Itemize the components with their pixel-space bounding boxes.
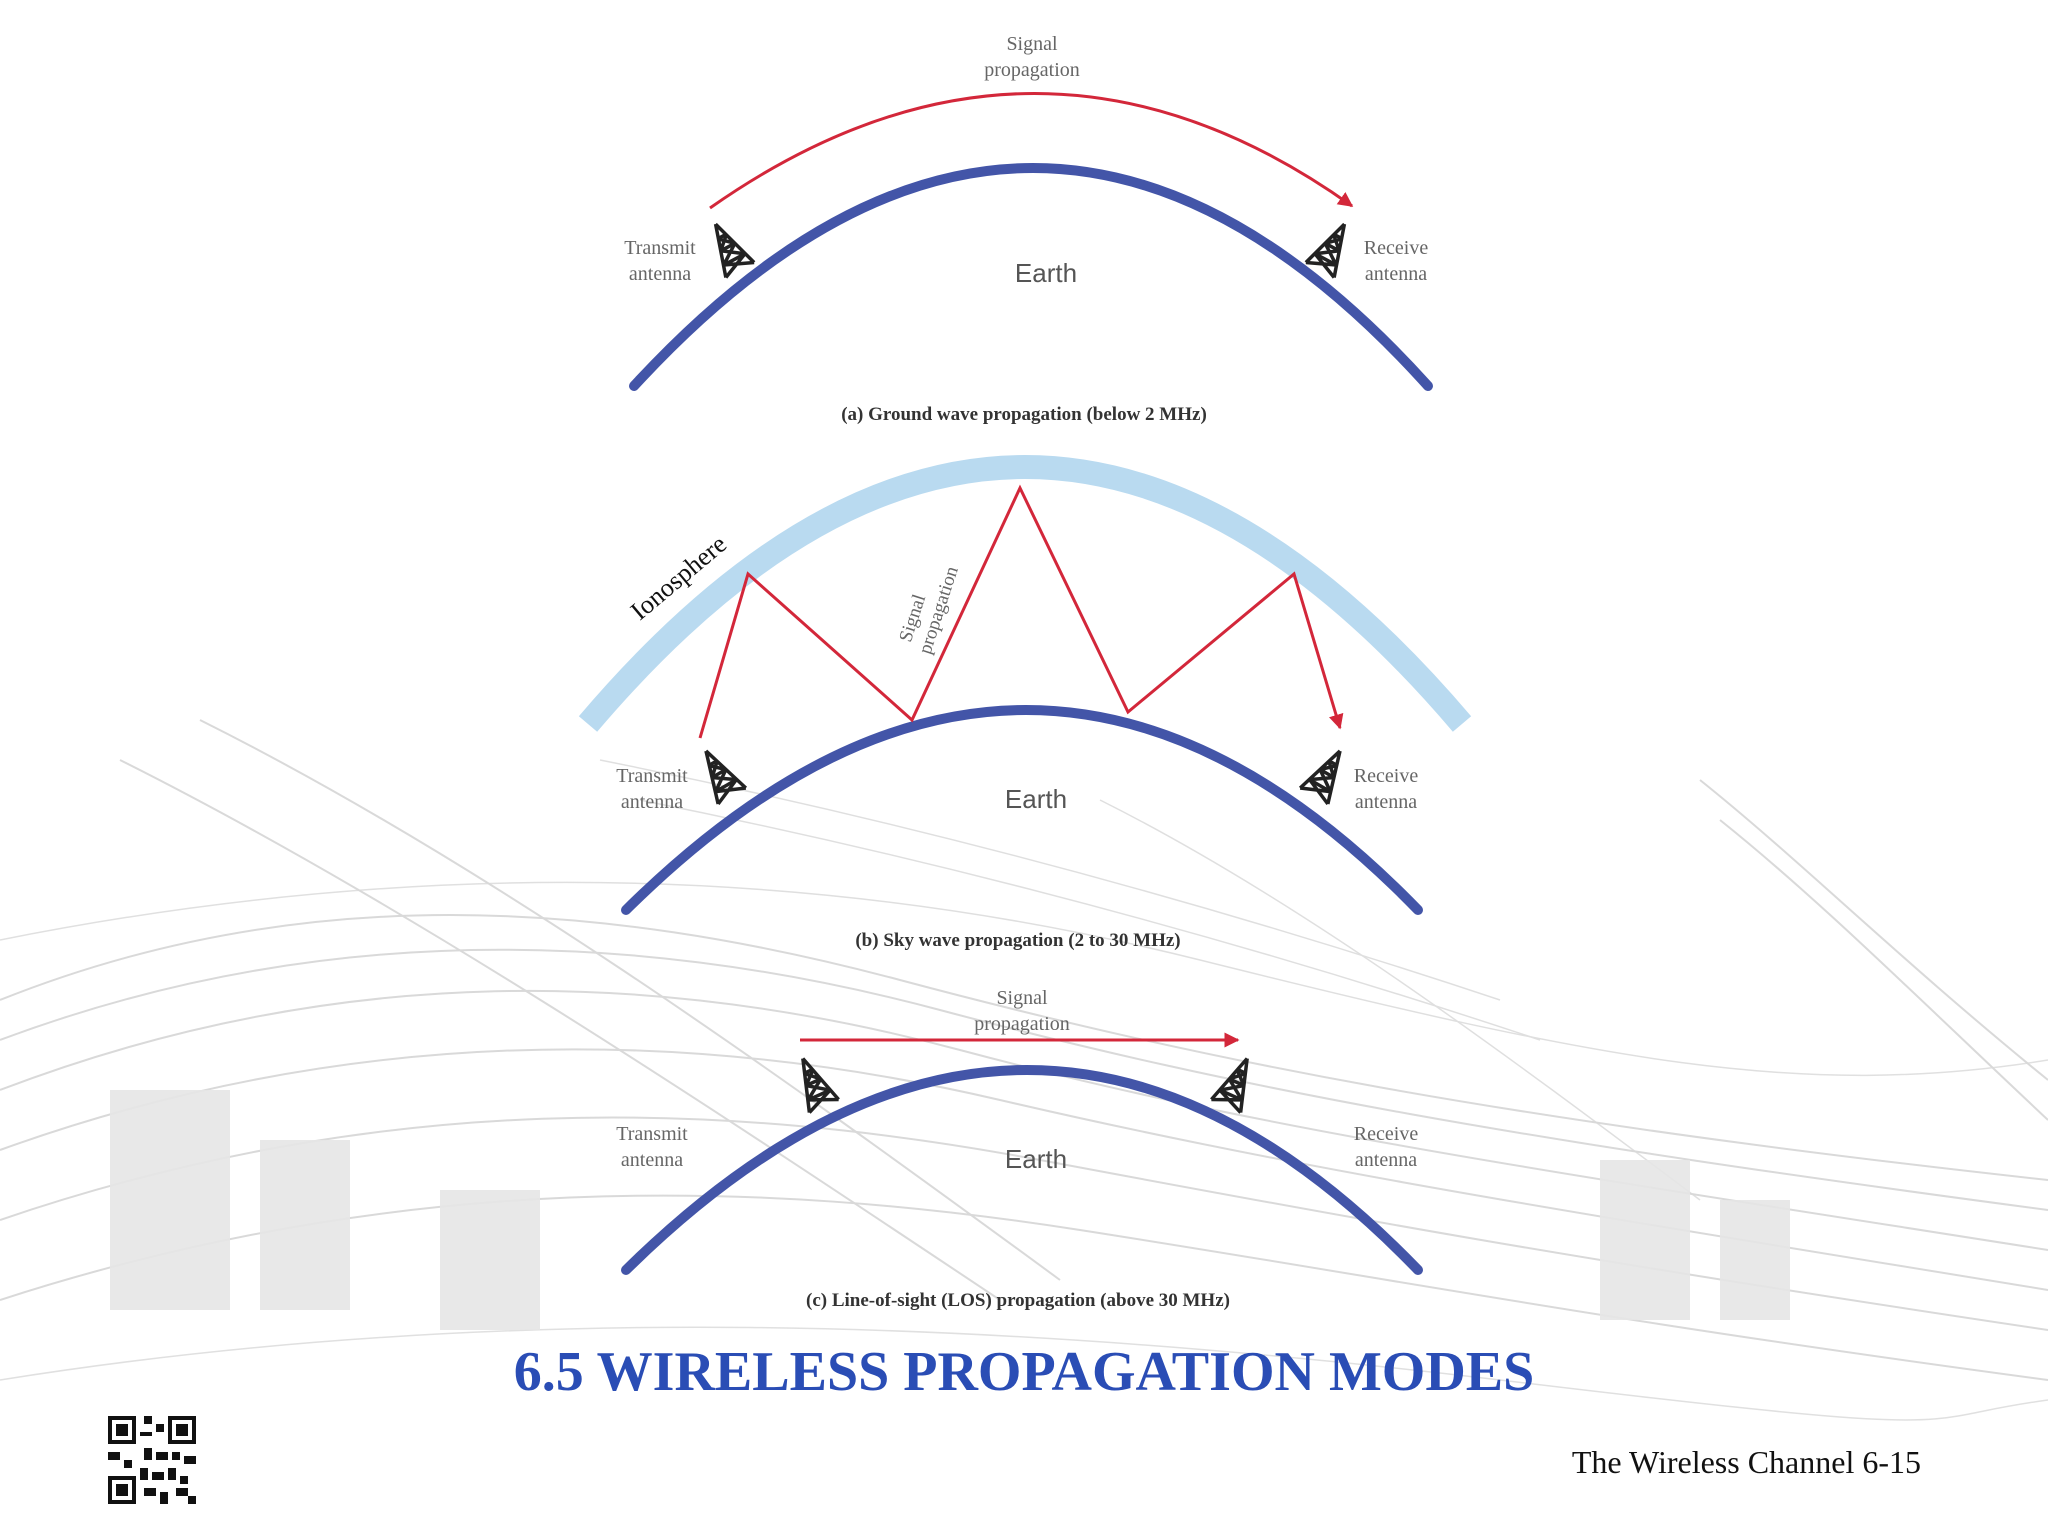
receive-label-a-line2: antenna	[1365, 263, 1427, 285]
receive-label-b-line2: antenna	[1355, 791, 1417, 813]
receive-antenna-b	[1298, 741, 1356, 806]
line-of-sight-diagram: Signal propagation Transmit antenna Rece…	[616, 987, 1423, 1311]
signal-label-a-line2: propagation	[984, 59, 1080, 81]
sky-wave-diagram: Ionosphere Signal propagation Transmit a…	[578, 455, 1472, 951]
transmit-antenna-c	[786, 1050, 841, 1115]
transmit-label-c-line1: Transmit	[616, 1123, 688, 1145]
earth-arc-b	[621, 705, 1423, 915]
earth-label-b: Earth	[1005, 784, 1067, 814]
signal-path-a	[709, 92, 1354, 210]
signal-label-c-line2: propagation	[974, 1013, 1070, 1035]
receive-antenna-c	[1209, 1050, 1264, 1115]
earth-arc-c	[621, 1065, 1423, 1275]
earth-arc-a	[629, 163, 1433, 391]
transmit-label-c-line2: antenna	[621, 1149, 683, 1171]
slide-footer: The Wireless Channel 6-15	[1571, 1444, 1921, 1480]
signal-label-c-line1: Signal	[996, 987, 1048, 1009]
transmit-label-a-line1: Transmit	[624, 237, 696, 259]
ground-wave-diagram: Signal propagation Transmit antenna Rece…	[624, 33, 1433, 425]
transmit-label-a-line2: antenna	[629, 263, 691, 285]
receive-antenna-a	[1304, 214, 1361, 280]
receive-label-c-line1: Receive	[1354, 1123, 1419, 1145]
signal-path-b	[698, 484, 1344, 739]
transmit-label-b-line1: Transmit	[616, 765, 688, 787]
qr-code-graphic	[104, 1412, 200, 1508]
transmit-antenna-b	[690, 741, 748, 806]
receive-label-a-line1: Receive	[1364, 237, 1429, 259]
receive-label-c-line2: antenna	[1355, 1149, 1417, 1171]
caption-a: (a) Ground wave propagation (below 2 MHz…	[841, 404, 1207, 425]
ionosphere-label: Ionosphere	[625, 529, 732, 625]
slide-title: 6.5 WIRELESS PROPAGATION MODES	[513, 1341, 1535, 1403]
earth-label-a: Earth	[1015, 258, 1077, 288]
receive-label-b-line1: Receive	[1354, 765, 1419, 787]
transmit-label-b-line2: antenna	[621, 791, 683, 813]
qr-code-icon	[104, 1412, 200, 1508]
ionosphere-band	[578, 455, 1472, 732]
caption-b: (b) Sky wave propagation (2 to 30 MHz)	[855, 930, 1180, 951]
transmit-antenna-a	[699, 214, 756, 280]
earth-label-c: Earth	[1005, 1144, 1067, 1174]
signal-label-a-line1: Signal	[1006, 33, 1058, 55]
caption-c: (c) Line-of-sight (LOS) propagation (abo…	[806, 1290, 1230, 1311]
